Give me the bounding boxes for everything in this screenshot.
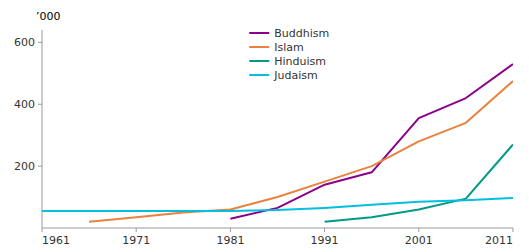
y-axis-label: ’000 <box>36 10 61 23</box>
legend-swatch <box>249 74 269 76</box>
legend-swatch <box>249 46 269 48</box>
series-line <box>325 144 513 221</box>
y-tick-label: 200 <box>14 160 35 173</box>
legend-label: Buddhism <box>274 27 329 40</box>
series-line <box>230 64 513 219</box>
series-line <box>42 198 513 211</box>
x-tick-label: 1961 <box>42 234 70 247</box>
y-tick-label: 600 <box>14 36 35 49</box>
lines <box>42 64 513 222</box>
x-axis-line <box>42 228 513 229</box>
x-tick <box>324 228 325 232</box>
legend-swatch <box>249 60 269 62</box>
y-tick <box>38 166 42 167</box>
chart: 200 400 600 1961 1971 1981 1991 2001 2011 ’000 Bud… <box>0 0 529 252</box>
y-tick <box>38 104 42 105</box>
x-tick <box>230 228 231 232</box>
x-tick <box>513 228 514 232</box>
legend-swatch <box>249 32 269 34</box>
legend: BuddhismIslamHinduismJudaism <box>249 27 329 82</box>
x-tick <box>418 228 419 232</box>
legend-label: Hinduism <box>274 55 326 68</box>
x-tick <box>42 228 43 232</box>
x-tick-label: 2011 <box>485 234 513 247</box>
y-tick <box>38 42 42 43</box>
y-tick-label: 400 <box>14 98 35 111</box>
x-tick-label: 1991 <box>311 234 339 247</box>
legend-label: Judaism <box>273 69 317 82</box>
x-tick-label: 1971 <box>122 234 150 247</box>
x-tick-label: 1981 <box>216 234 244 247</box>
y-axis-line <box>42 30 43 228</box>
legend-label: Islam <box>274 41 304 54</box>
x-tick <box>136 228 137 232</box>
x-tick-label: 2001 <box>405 234 433 247</box>
